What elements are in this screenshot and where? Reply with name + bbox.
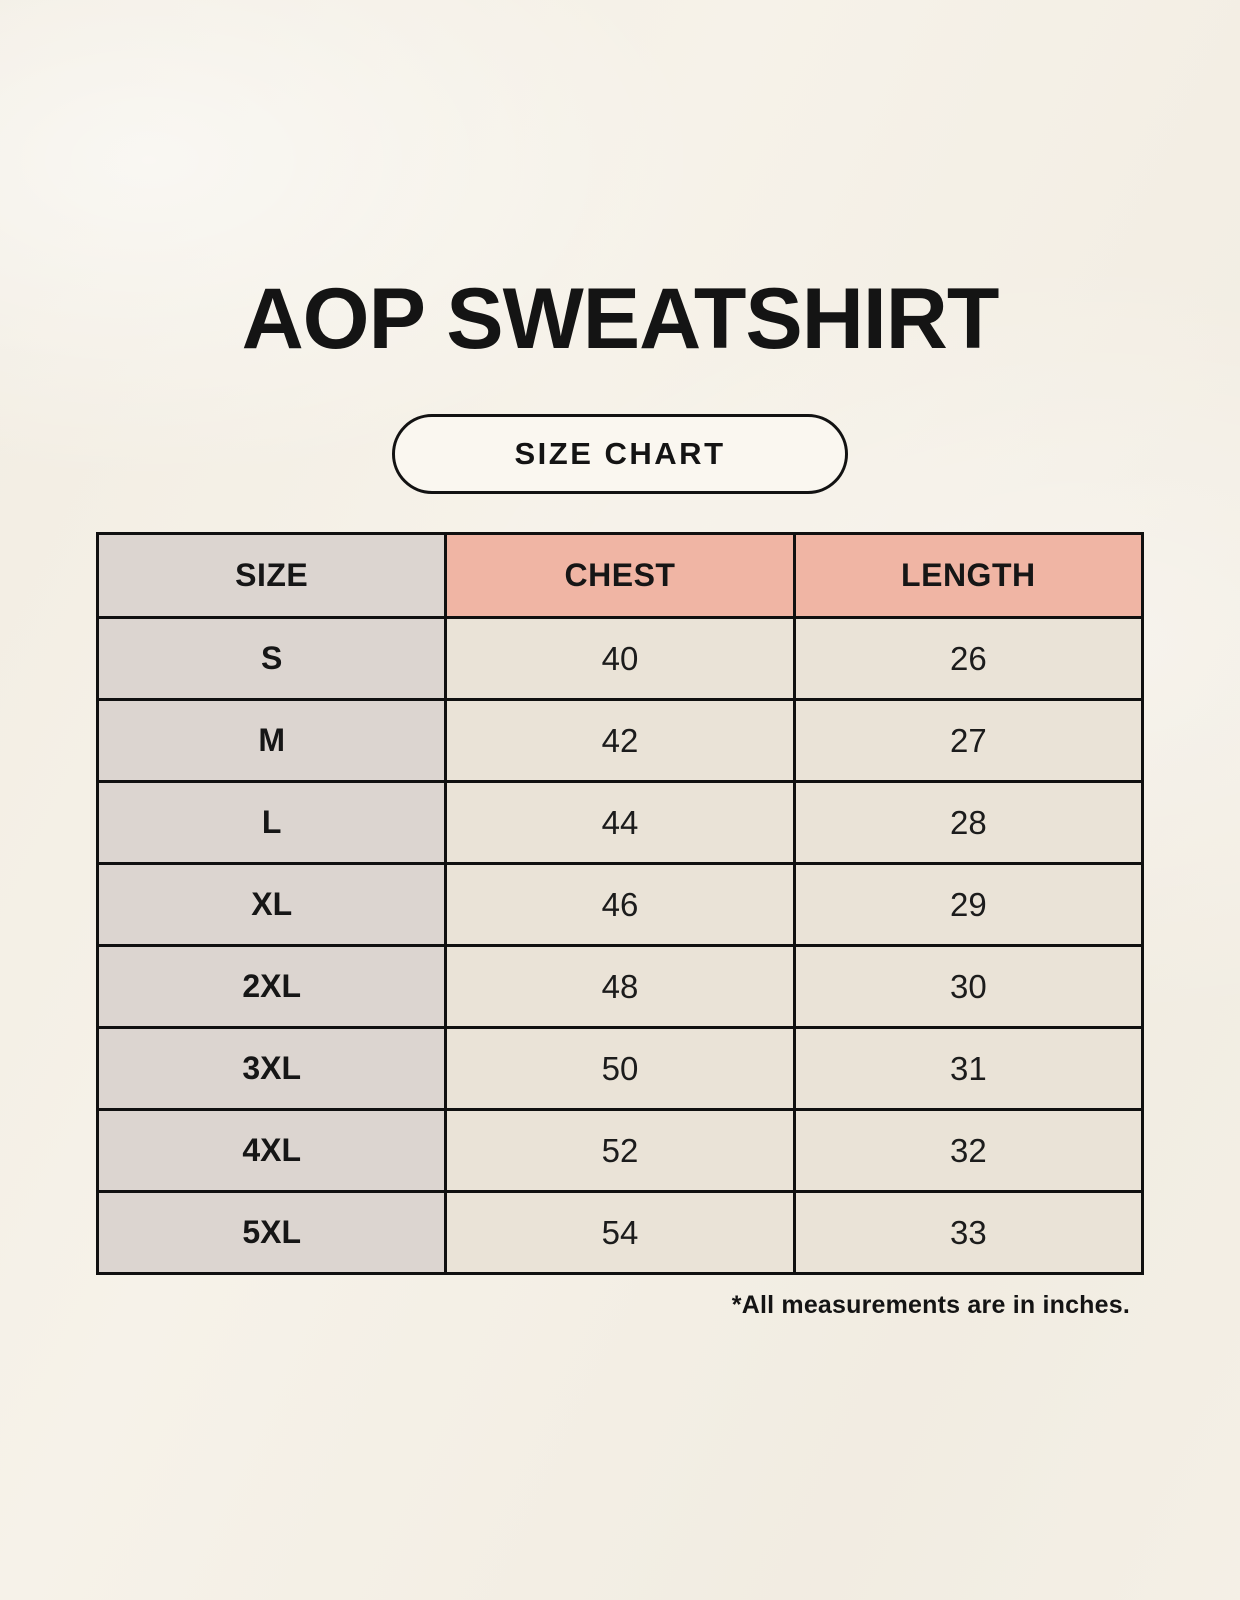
table-header: SIZE CHEST LENGTH [95, 532, 1145, 619]
size-label: S [95, 616, 448, 701]
length-value: 32 [792, 1108, 1145, 1193]
length-value: 31 [792, 1026, 1145, 1111]
size-label: M [95, 698, 448, 783]
size-label: 2XL [95, 944, 448, 1029]
length-value: 26 [792, 616, 1145, 701]
chest-value: 40 [444, 616, 796, 701]
table-row: M 42 27 [95, 698, 1145, 783]
chest-value: 44 [444, 780, 796, 865]
column-header-chest: CHEST [444, 532, 796, 619]
table-row: S 40 26 [95, 616, 1145, 701]
table-row: 5XL 54 33 [95, 1190, 1145, 1275]
size-label: 3XL [95, 1026, 448, 1111]
chest-value: 50 [444, 1026, 796, 1111]
chest-value: 42 [444, 698, 796, 783]
column-header-size: SIZE [95, 532, 448, 619]
size-label: XL [95, 862, 448, 947]
size-chart-badge: SIZE CHART [392, 414, 848, 494]
table-row: 3XL 50 31 [95, 1026, 1145, 1111]
chest-value: 48 [444, 944, 796, 1029]
table-header-row: SIZE CHEST LENGTH [95, 532, 1145, 619]
chest-value: 52 [444, 1108, 796, 1193]
length-value: 33 [792, 1190, 1145, 1275]
page-title: AOP SWEATSHIRT [241, 271, 1000, 367]
table-body: S 40 26 M 42 27 L 44 28 XL 46 29 2XL 48 [95, 616, 1145, 1275]
size-chart-badge-label: SIZE CHART [514, 436, 726, 471]
length-value: 27 [792, 698, 1145, 783]
table-row: 2XL 48 30 [95, 944, 1145, 1029]
length-value: 29 [792, 862, 1145, 947]
size-label: 4XL [95, 1108, 448, 1193]
measurement-units-note: *All measurements are in inches. [731, 1291, 1130, 1319]
column-header-length: LENGTH [792, 532, 1145, 619]
table-row: 4XL 52 32 [95, 1108, 1145, 1193]
length-value: 30 [792, 944, 1145, 1029]
size-label: L [95, 780, 448, 865]
chest-value: 46 [444, 862, 796, 947]
length-value: 28 [792, 780, 1145, 865]
chest-value: 54 [444, 1190, 796, 1275]
table-row: XL 46 29 [95, 862, 1145, 947]
size-chart-table: SIZE CHEST LENGTH S 40 26 M 42 27 L 44 2… [95, 532, 1145, 1275]
table-row: L 44 28 [95, 780, 1145, 865]
size-label: 5XL [95, 1190, 448, 1275]
